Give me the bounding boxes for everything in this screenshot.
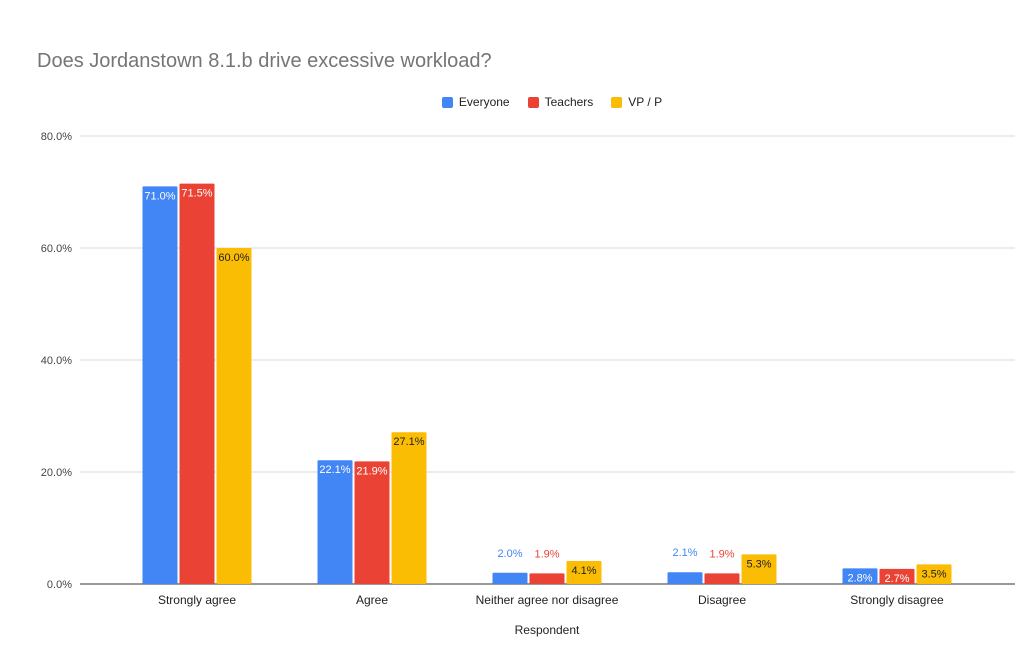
data-label: 4.1% [571,565,596,577]
legend-swatch-vp-p [611,96,623,108]
data-label: 71.0% [144,190,175,202]
bar [704,573,740,584]
data-label: 1.9% [709,548,734,560]
bar [842,568,878,584]
y-tick-label: 40.0% [41,355,72,367]
legend-label-teachers: Teachers [544,95,594,109]
bar [879,568,915,584]
data-label: 5.3% [746,558,771,570]
x-tick-label: Disagree [698,593,746,607]
x-tick-label: Neither agree nor disagree [476,593,619,607]
bar [142,186,178,584]
bar [566,561,602,584]
bar [529,573,565,584]
y-tick-label: 20.0% [41,467,72,479]
data-label: 71.5% [181,188,212,200]
y-tick-label: 0.0% [47,579,72,591]
x-tick-label: Agree [356,593,388,607]
bar [216,248,252,584]
legend-label-vp-p: VP / P [628,95,663,109]
bar [916,564,952,584]
bar [667,572,703,584]
y-tick-label: 60.0% [41,243,72,255]
data-label: 2.0% [497,548,522,560]
data-label: 27.1% [393,436,424,448]
bar [354,461,390,584]
data-label: 60.0% [218,252,249,264]
legend-swatch-teachers [527,96,539,108]
data-label: 21.9% [356,465,387,477]
data-label: 2.1% [672,547,697,559]
bar [492,572,528,584]
legend: Everyone Teachers VP / P [0,95,1024,109]
legend-swatch-everyone [441,96,453,108]
chart-title: Does Jordanstown 8.1.b drive excessive w… [37,50,492,72]
x-tick-label: Strongly disagree [850,593,944,607]
bar [391,432,427,584]
data-label: 3.5% [921,568,946,580]
x-tick-label: Strongly agree [158,593,236,607]
y-tick-label: 80.0% [41,131,72,143]
x-axis-title: Respondent [515,623,580,637]
bar [179,183,215,584]
legend-item-everyone: Everyone [441,95,510,109]
legend-label-everyone: Everyone [458,95,510,109]
legend-item-vp-p: VP / P [611,95,662,109]
data-label: 2.7% [884,573,909,585]
bar [317,460,353,584]
bar [741,554,777,584]
data-label: 2.8% [847,572,872,584]
legend-item-teachers: Teachers [527,95,594,109]
data-label: 1.9% [534,548,559,560]
data-label: 22.1% [319,464,350,476]
